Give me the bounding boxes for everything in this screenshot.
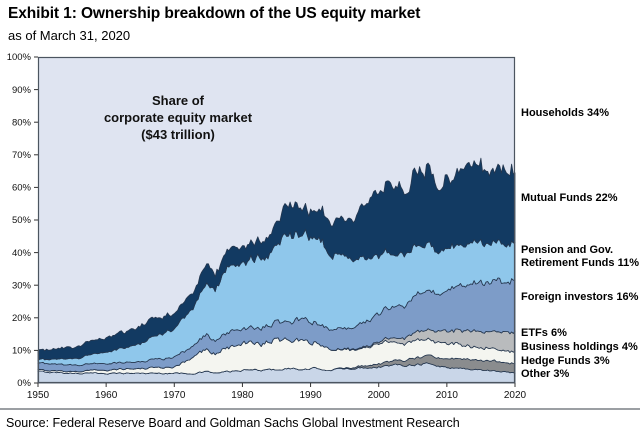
label-hedge-funds: Hedge Funds 3% [521,355,610,367]
label-business-holdings: Business holdings 4% [521,341,638,353]
y-tick-label: 90% [12,85,32,96]
annotation-line-1: Share of [151,93,204,108]
y-tick-label: 40% [12,248,32,259]
label-other: Other 3% [521,368,570,380]
x-tick-label: 1980 [231,390,254,401]
source-note: Source: Federal Reserve Board and Goldma… [6,416,460,430]
y-tick-label: 100% [7,52,32,63]
y-tick-label: 30% [12,280,32,291]
y-tick-label: 60% [12,183,32,194]
label-foreign-investors: Foreign investors 16% [521,291,639,303]
annotation-line-3: ($43 trillion) [141,127,215,143]
label-pension-funds: Pension and Gov. Retirement Funds 11% [521,244,639,269]
label-mutual-funds: Mutual Funds 22% [521,192,618,204]
x-tick-label: 2000 [368,390,391,401]
label-households: Households 34% [521,107,610,119]
y-tick-label: 50% [12,215,32,226]
annotation-line-2: corporate equity market [103,110,253,126]
y-tick-label: 10% [12,346,32,357]
x-tick-label: 2010 [436,390,459,401]
x-tick-label: 1970 [163,390,186,401]
y-tick-label: 0% [17,378,31,389]
subtitle-date: as of March 31, 2020 [8,28,131,43]
y-tick-label: 70% [12,150,32,161]
y-tick-label: 80% [12,117,32,128]
x-tick-label: 1990 [299,390,322,401]
plot-frame [37,56,516,384]
chart-annotation: Share of corporate equity market ($43 tr… [67,92,289,143]
x-tick-label: 1950 [27,390,50,401]
y-tick-label: 20% [12,313,32,324]
footer-divider [0,408,640,410]
x-tick-label: 1960 [95,390,118,401]
label-etfs: ETFs 6% [521,327,567,339]
page-title: Exhibit 1: Ownership breakdown of the US… [8,5,421,22]
stacked-area-chart: 0% 10% 20% 30% 40% 50% 60% 70% 80% 90% 100% 1950 196… [7,52,527,401]
x-tick-label: 2020 [504,390,527,401]
